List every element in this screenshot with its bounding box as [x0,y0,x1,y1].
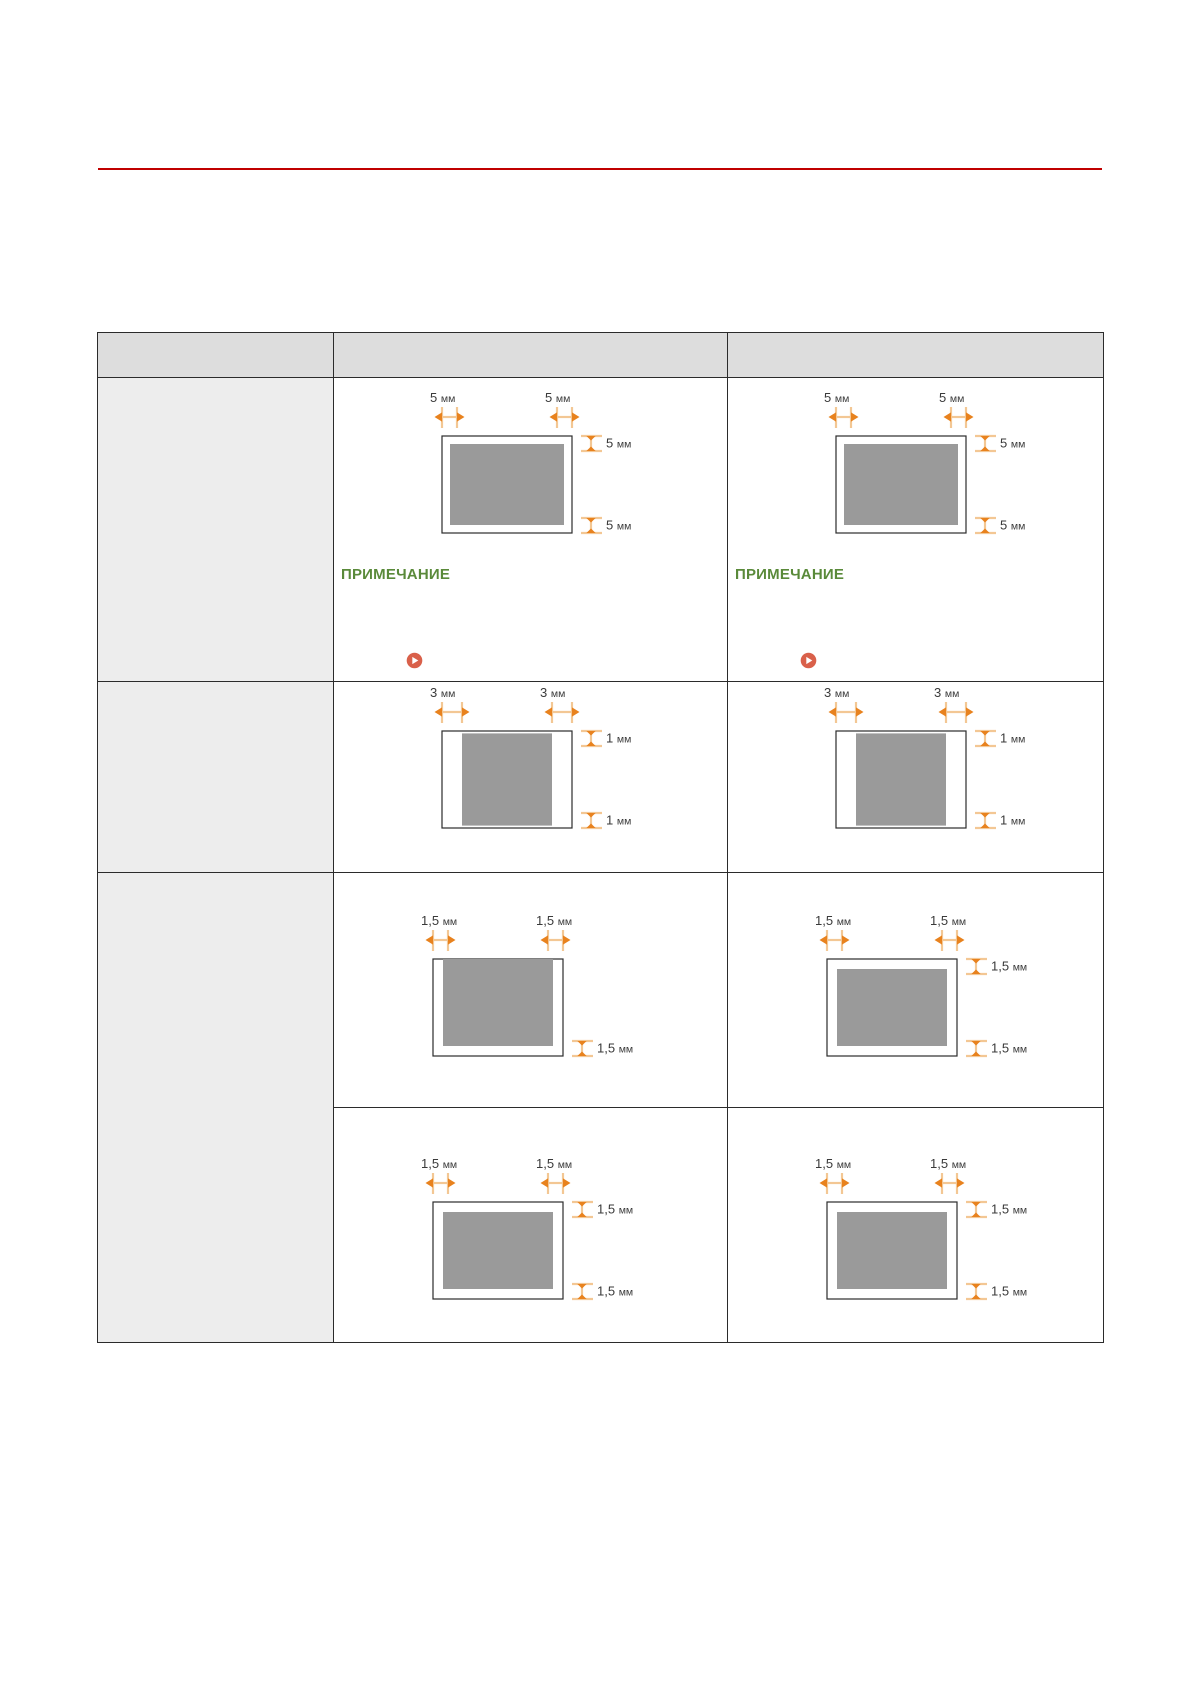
svg-text:1,5 мм: 1,5 мм [536,1156,572,1171]
svg-text:1,5 мм: 1,5 мм [536,913,572,928]
svg-text:5 мм: 5 мм [606,436,631,451]
svg-text:5 мм: 5 мм [824,390,849,405]
svg-text:1 мм: 1 мм [606,813,631,828]
svg-text:3 мм: 3 мм [934,685,959,700]
svg-text:1,5 мм: 1,5 мм [421,1156,457,1171]
svg-text:1 мм: 1 мм [1000,813,1025,828]
svg-text:1,5 мм: 1,5 мм [991,959,1027,974]
svg-text:1,5 мм: 1,5 мм [930,1156,966,1171]
svg-text:1,5 мм: 1,5 мм [930,913,966,928]
svg-text:1,5 мм: 1,5 мм [597,1041,633,1056]
svg-text:1,5 мм: 1,5 мм [815,913,851,928]
svg-text:3 мм: 3 мм [824,685,849,700]
svg-text:1,5 мм: 1,5 мм [991,1041,1027,1056]
svg-text:5 мм: 5 мм [1000,436,1025,451]
svg-text:1,5 мм: 1,5 мм [597,1202,633,1217]
svg-text:3 мм: 3 мм [540,685,565,700]
svg-text:3 мм: 3 мм [430,685,455,700]
svg-text:1,5 мм: 1,5 мм [991,1202,1027,1217]
svg-text:5 мм: 5 мм [606,518,631,533]
svg-text:1,5 мм: 1,5 мм [421,913,457,928]
svg-text:1,5 мм: 1,5 мм [991,1284,1027,1299]
svg-text:1 мм: 1 мм [1000,731,1025,746]
svg-text:5 мм: 5 мм [545,390,570,405]
svg-text:5 мм: 5 мм [939,390,964,405]
svg-text:1,5 мм: 1,5 мм [815,1156,851,1171]
svg-text:5 мм: 5 мм [430,390,455,405]
svg-text:5 мм: 5 мм [1000,518,1025,533]
svg-text:1 мм: 1 мм [606,731,631,746]
svg-text:1,5 мм: 1,5 мм [597,1284,633,1299]
